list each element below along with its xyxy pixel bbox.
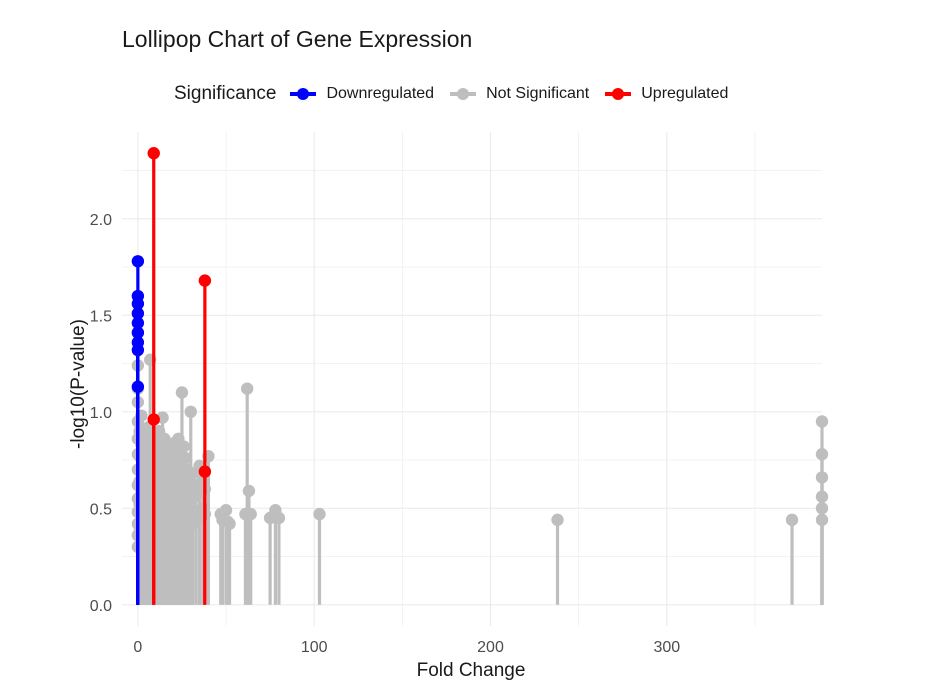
legend-key-upregulated [605, 88, 632, 100]
point-not-significant [815, 415, 829, 428]
point-not-significant [240, 382, 254, 395]
legend-title: Significance [174, 83, 277, 104]
point-not-significant [815, 471, 829, 484]
point-not-significant [785, 513, 799, 527]
point-not-significant [815, 490, 829, 503]
point-downregulated [131, 307, 145, 320]
x-tick-label: 100 [301, 639, 328, 656]
point-not-significant [177, 440, 190, 453]
point-not-significant [175, 386, 189, 399]
point-downregulated [131, 316, 145, 330]
y-tick-label: 1.0 [90, 405, 112, 422]
y-axis-label: -log10(P-value) [68, 319, 89, 449]
legend-label-upregulated: Upregulated [641, 85, 729, 102]
point-not-significant [242, 484, 256, 498]
point-downregulated [131, 255, 145, 268]
point-not-significant [815, 448, 829, 461]
point-not-significant [179, 451, 192, 465]
point-upregulated [198, 274, 212, 287]
point-not-significant [815, 502, 829, 515]
x-tick-label: 200 [477, 639, 504, 656]
point-downregulated [131, 326, 145, 339]
legend-entry-not-significant: Not Significant [448, 84, 589, 104]
series-not-significant [131, 353, 829, 605]
point-not-significant [184, 405, 197, 419]
legend-key-downregulated [290, 88, 317, 100]
y-tick-label: 0.5 [90, 501, 112, 518]
x-tick-label: 300 [653, 639, 680, 656]
legend-label-not-significant: Not Significant [486, 85, 590, 102]
point-not-significant [551, 513, 564, 527]
point-upregulated [198, 465, 212, 478]
point-not-significant [313, 507, 326, 521]
y-tick-label: 0.0 [90, 598, 112, 615]
x-axis-ticks: 0 100 200 300 [133, 639, 680, 656]
point-not-significant [244, 507, 257, 521]
series-upregulated [147, 147, 212, 605]
point-not-significant [272, 511, 286, 525]
point-not-significant [223, 517, 236, 530]
point-downregulated [131, 380, 145, 393]
point-not-significant [219, 504, 233, 517]
x-axis-label: Fold Change [417, 660, 526, 681]
point-not-significant [815, 513, 829, 527]
legend: Significance Downregulated Not Significa… [174, 82, 742, 106]
y-tick-label: 2.0 [90, 212, 112, 229]
x-tick-label: 0 [133, 639, 142, 656]
legend-label-downregulated: Downregulated [326, 85, 435, 102]
point-downregulated [131, 336, 145, 349]
point-upregulated [147, 413, 160, 426]
legend-key-not-significant [450, 88, 477, 100]
y-tick-label: 1.5 [90, 308, 112, 325]
point-upregulated [147, 147, 160, 160]
legend-entry-upregulated: Upregulated [603, 84, 728, 104]
lollipop-marks [131, 147, 829, 605]
chart-title: Lollipop Chart of Gene Expression [122, 26, 473, 52]
point-downregulated [131, 289, 145, 303]
legend-entry-downregulated: Downregulated [288, 84, 434, 104]
series-downregulated [131, 255, 145, 605]
y-axis-ticks: 0.0 0.5 1.0 1.5 2.0 [90, 212, 112, 615]
